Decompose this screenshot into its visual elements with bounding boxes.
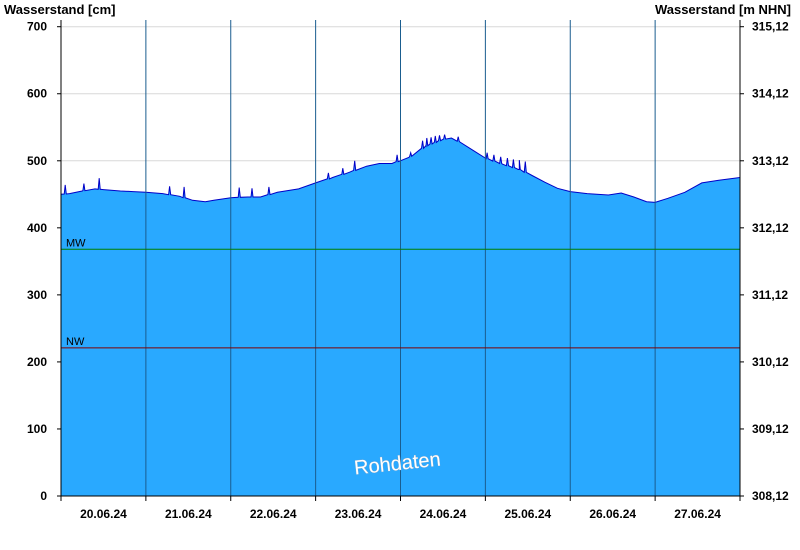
left-tick-label: 700: [27, 20, 47, 34]
water-level-line: [60, 134, 741, 203]
x-tick-label: 24.06.24: [420, 507, 467, 521]
right-tick-label: 311,12: [752, 288, 788, 302]
x-tick-label: 20.06.24: [80, 507, 127, 521]
right-axis-title: Wasserstand [m NHN]: [655, 2, 791, 17]
left-tick-label: 0: [40, 489, 47, 503]
x-tick-label: 23.06.24: [335, 507, 382, 521]
tick-labels: 0 308,12 100 309,12 200 310,12 300 311,12 400 312…: [27, 20, 789, 521]
x-tick-label: 25.06.24: [504, 507, 551, 521]
reference-label-nw: NW: [66, 336, 85, 348]
right-tick-label: 310,12: [752, 355, 789, 369]
axes: [57, 20, 744, 501]
x-tick-label: 21.06.24: [165, 507, 212, 521]
left-tick-label: 500: [27, 154, 47, 168]
x-tick-label: 26.06.24: [589, 507, 636, 521]
left-tick-label: 600: [27, 87, 47, 101]
right-tick-label: 313,12: [752, 154, 789, 168]
x-tick-label: 27.06.24: [674, 507, 721, 521]
right-tick-label: 308,12: [752, 489, 789, 503]
right-tick-label: 312,12: [752, 221, 789, 235]
left-axis-title: Wasserstand [cm]: [4, 2, 116, 17]
reference-label-mw: MW: [66, 237, 86, 249]
right-tick-label: 309,12: [752, 422, 789, 436]
right-tick-label: 314,12: [752, 87, 789, 101]
right-tick-label: 315,12: [752, 20, 789, 34]
left-tick-label: 400: [27, 221, 47, 235]
left-tick-label: 200: [27, 355, 47, 369]
reference-lines: MW NW: [61, 237, 740, 349]
day-divider-lines: [145, 20, 656, 496]
left-tick-label: 100: [27, 422, 47, 436]
left-tick-label: 300: [27, 288, 47, 302]
x-tick-label: 22.06.24: [250, 507, 297, 521]
